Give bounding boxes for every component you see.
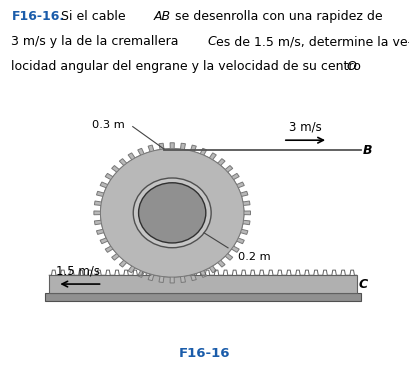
Text: A: A — [165, 153, 175, 166]
Text: O: O — [345, 60, 355, 73]
Text: Si el cable: Si el cable — [61, 10, 125, 23]
Bar — [45, 293, 360, 301]
Text: AB: AB — [153, 10, 171, 23]
Text: es de 1.5 m/s, determine la ve-: es de 1.5 m/s, determine la ve- — [216, 35, 409, 48]
Circle shape — [133, 178, 211, 248]
Circle shape — [100, 149, 243, 277]
Bar — [49, 275, 356, 293]
Text: F16-16.: F16-16. — [11, 10, 65, 23]
Text: B: B — [362, 144, 371, 157]
Text: C: C — [207, 35, 216, 48]
Text: 1.5 m/s: 1.5 m/s — [56, 265, 100, 277]
Text: C: C — [358, 277, 367, 291]
Text: se desenrolla con una rapidez de: se desenrolla con una rapidez de — [175, 10, 382, 23]
Text: 0.3 m: 0.3 m — [92, 120, 124, 130]
Circle shape — [138, 183, 205, 243]
Text: 3 m/s: 3 m/s — [288, 121, 321, 134]
Text: O: O — [166, 215, 177, 228]
Text: 3 m/s y la de la cremallera: 3 m/s y la de la cremallera — [11, 35, 179, 48]
Polygon shape — [94, 143, 250, 283]
Text: F16-16: F16-16 — [179, 348, 230, 360]
Text: locidad angular del engrane y la velocidad de su centro: locidad angular del engrane y la velocid… — [11, 60, 360, 73]
Text: 0.2 m: 0.2 m — [238, 251, 270, 262]
Text: .: . — [353, 60, 357, 73]
